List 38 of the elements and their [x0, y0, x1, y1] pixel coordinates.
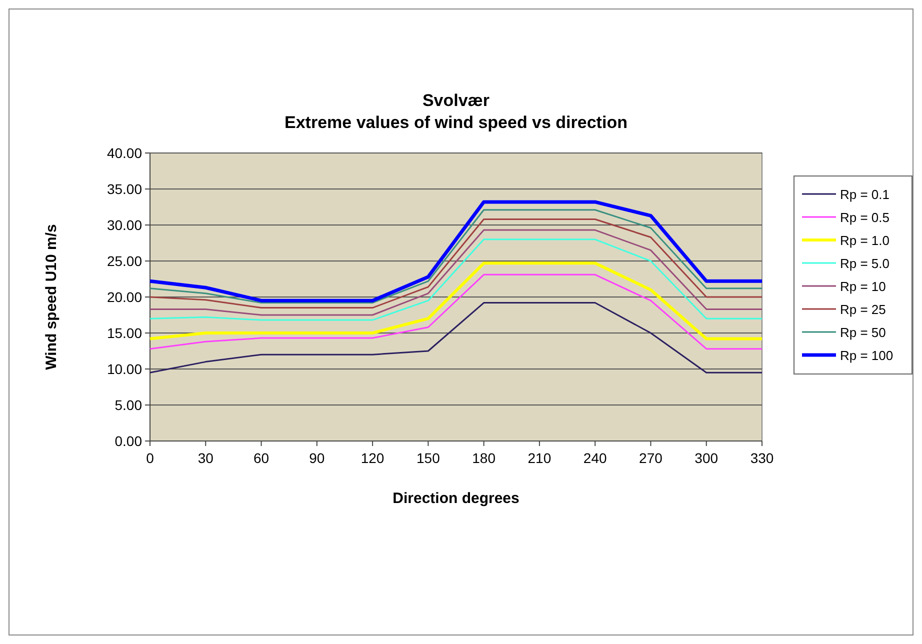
legend-label: Rp = 5.0 — [840, 256, 890, 271]
x-tick-label: 240 — [583, 450, 607, 466]
legend-label: Rp = 25 — [840, 302, 886, 317]
legend-label: Rp = 100 — [840, 348, 894, 363]
legend-label: Rp = 50 — [840, 325, 886, 340]
y-tick-label: 35.00 — [106, 181, 142, 197]
x-tick-label: 90 — [309, 450, 325, 466]
legend-label: Rp = 1.0 — [840, 233, 890, 248]
x-tick-label: 180 — [472, 450, 496, 466]
y-tick-label: 5.00 — [114, 397, 142, 413]
y-tick-label: 0.00 — [114, 433, 142, 449]
y-tick-label: 30.00 — [106, 217, 142, 233]
legend-label: Rp = 0.1 — [840, 187, 890, 202]
chart-title: Svolvær — [422, 91, 490, 110]
chart-subtitle: Extreme values of wind speed vs direction — [284, 113, 628, 132]
x-tick-label: 30 — [198, 450, 214, 466]
y-tick-label: 20.00 — [106, 289, 142, 305]
line-series — [149, 229, 763, 316]
x-tick-label: 270 — [639, 450, 663, 466]
x-tick-label: 300 — [694, 450, 718, 466]
x-tick-label: 60 — [253, 450, 270, 466]
y-axis-title: Wind speed U10 m/s — [43, 224, 60, 370]
legend-label: Rp = 10 — [840, 279, 886, 294]
y-tick-label: 15.00 — [106, 325, 142, 341]
x-tick-label: 330 — [750, 450, 774, 466]
line-series — [149, 274, 763, 350]
line-series — [149, 302, 763, 374]
line-series — [149, 238, 763, 321]
line-series — [148, 262, 764, 340]
x-tick-label: 0 — [146, 450, 154, 466]
y-tick-label: 40.00 — [106, 145, 142, 161]
y-tick-label: 25.00 — [106, 253, 142, 269]
x-axis-title: Direction degrees — [392, 490, 520, 507]
x-tick-label: 120 — [360, 450, 384, 466]
x-tick-label: 150 — [416, 450, 440, 466]
x-tick-label: 210 — [528, 450, 552, 466]
y-tick-label: 10.00 — [106, 361, 142, 377]
legend-label: Rp = 0.5 — [840, 210, 890, 225]
